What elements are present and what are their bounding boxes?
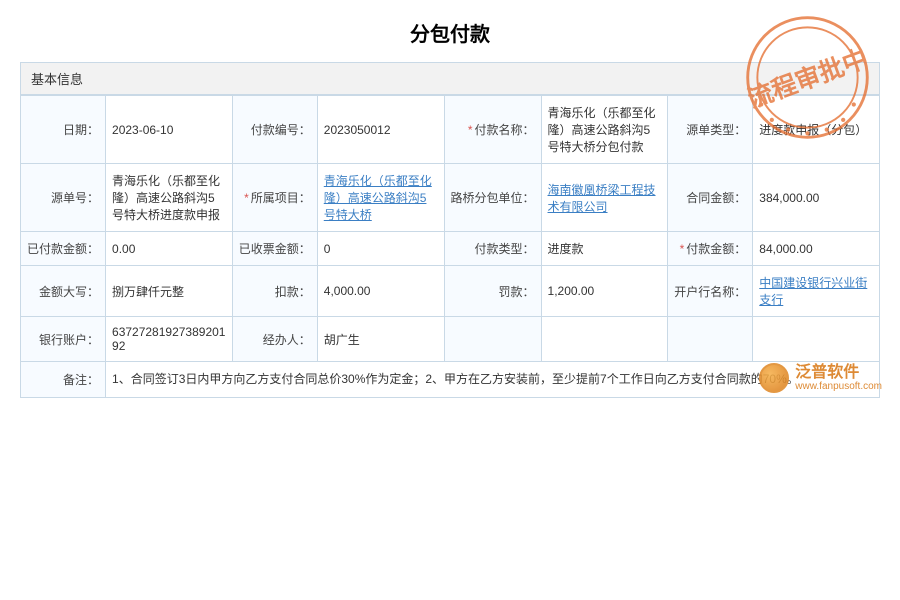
value-paid-amount: 0.00: [106, 232, 233, 266]
value-amount-words: 捌万肆仟元整: [106, 266, 233, 317]
value-payment-no: 2023050012: [317, 96, 444, 164]
section-basic-info: 基本信息: [20, 62, 880, 95]
bank-name-link[interactable]: 中国建设银行兴业街支行: [759, 276, 867, 307]
value-empty2: [753, 317, 880, 362]
value-handler: 胡广生: [317, 317, 444, 362]
value-sub-unit: 海南徽凰桥梁工程技术有限公司: [541, 164, 668, 232]
form-table: 日期： 2023-06-10 付款编号： 2023050012 *付款名称： 青…: [20, 95, 880, 398]
label-bank-account: 银行账户：: [21, 317, 106, 362]
label-contract-amount: 合同金额：: [668, 164, 753, 232]
label-source-no: 源单号：: [21, 164, 106, 232]
label-empty2: [668, 317, 753, 362]
label-source-type: 源单类型：: [668, 96, 753, 164]
label-remark: 备注：: [21, 362, 106, 398]
value-deduction: 4,000.00: [317, 266, 444, 317]
value-penalty: 1,200.00: [541, 266, 668, 317]
label-payment-no: 付款编号：: [232, 96, 317, 164]
label-amount-words: 金额大写：: [21, 266, 106, 317]
table-row: 金额大写： 捌万肆仟元整 扣款： 4,000.00 罚款： 1,200.00 开…: [21, 266, 880, 317]
label-paid-amount: 已付款金额：: [21, 232, 106, 266]
label-empty1: [444, 317, 541, 362]
label-project: *所属项目：: [232, 164, 317, 232]
label-invoiced-amount: 已收票金额：: [232, 232, 317, 266]
value-remark: 1、合同签订3日内甲方向乙方支付合同总价30%作为定金；2、甲方在乙方安装前，至…: [106, 362, 880, 398]
label-payment-name: *付款名称：: [444, 96, 541, 164]
label-handler: 经办人：: [232, 317, 317, 362]
value-project: 青海乐化（乐都至化隆）高速公路斜沟5号特大桥: [317, 164, 444, 232]
value-date: 2023-06-10: [106, 96, 233, 164]
table-row: 银行账户： 637272819273892019​2 经办人： 胡广生: [21, 317, 880, 362]
table-row: 源单号： 青海乐化（乐都至化隆）高速公路斜沟5号特大桥进度款申报 *所属项目： …: [21, 164, 880, 232]
value-payment-name: 青海乐化（乐都至化隆）高速公路斜沟5号特大桥分包付款: [541, 96, 668, 164]
page-title: 分包付款: [20, 10, 880, 62]
value-source-type: 进度款申报（分包）: [753, 96, 880, 164]
table-row: 备注： 1、合同签订3日内甲方向乙方支付合同总价30%作为定金；2、甲方在乙方安…: [21, 362, 880, 398]
value-payment-type: 进度款: [541, 232, 668, 266]
value-invoiced-amount: 0: [317, 232, 444, 266]
label-payment-type: 付款类型：: [444, 232, 541, 266]
value-pay-amount: 84,000.00: [753, 232, 880, 266]
value-contract-amount: 384,000.00: [753, 164, 880, 232]
label-date: 日期：: [21, 96, 106, 164]
table-row: 已付款金额： 0.00 已收票金额： 0 付款类型： 进度款 *付款金额： 84…: [21, 232, 880, 266]
project-link[interactable]: 青海乐化（乐都至化隆）高速公路斜沟5号特大桥: [324, 174, 432, 222]
label-pay-amount: *付款金额：: [668, 232, 753, 266]
label-bank-name: 开户行名称：: [668, 266, 753, 317]
label-sub-unit: 路桥分包单位：: [444, 164, 541, 232]
value-source-no: 青海乐化（乐都至化隆）高速公路斜沟5号特大桥进度款申报: [106, 164, 233, 232]
table-row: 日期： 2023-06-10 付款编号： 2023050012 *付款名称： 青…: [21, 96, 880, 164]
label-deduction: 扣款：: [232, 266, 317, 317]
label-penalty: 罚款：: [444, 266, 541, 317]
sub-unit-link[interactable]: 海南徽凰桥梁工程技术有限公司: [548, 183, 656, 214]
value-empty1: [541, 317, 668, 362]
value-bank-name: 中国建设银行兴业街支行: [753, 266, 880, 317]
value-bank-account: 637272819273892019​2: [106, 317, 233, 362]
